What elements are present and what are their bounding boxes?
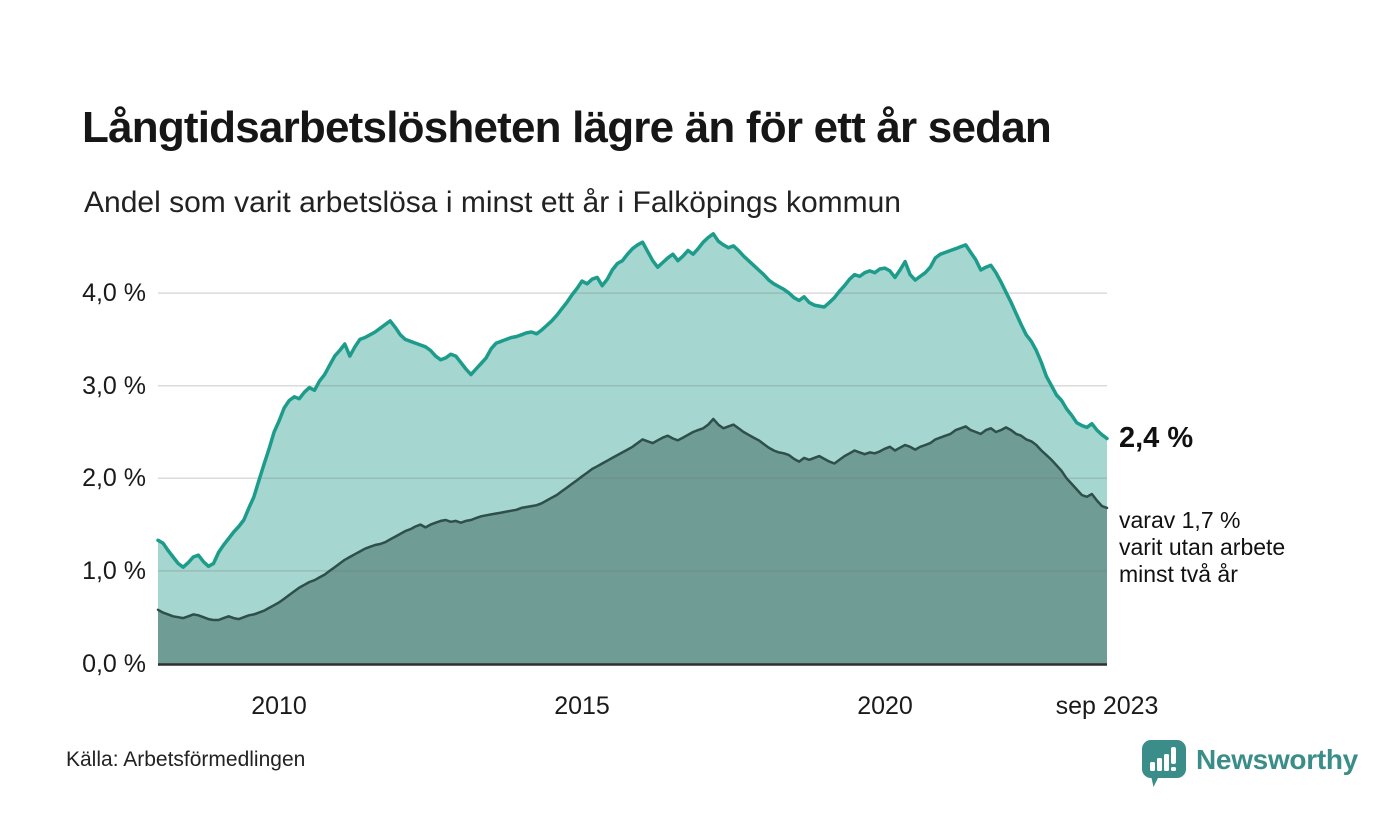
y-axis-tick-label: 3,0 % [82, 371, 146, 400]
area-two-years-fill [158, 419, 1107, 664]
brand-name: Newsworthy [1196, 744, 1358, 775]
source-credit: Källa: Arbetsförmedlingen [66, 748, 306, 771]
brand-logo: Newsworthy [1141, 739, 1358, 787]
annotation-two-years: varav 1,7 % varit utan arbete minst två … [1119, 507, 1286, 587]
newsworthy-icon [1142, 740, 1186, 787]
chart-subtitle: Andel som varit arbetslösa i minst ett å… [84, 186, 901, 219]
y-axis-tick-label: 0,0 % [82, 649, 146, 678]
x-axis-tick-label: sep 2023 [1055, 692, 1159, 720]
y-axis-tick-label: 4,0 % [82, 279, 146, 308]
chart-area-fills [158, 233, 1107, 664]
x-axis-tick-label: 2010 [251, 692, 307, 720]
x-axis-tick-label: 2020 [857, 692, 913, 720]
annotation-latest-total: 2,4 % [1119, 422, 1194, 454]
page-title: Långtidsarbetslösheten lägre än för ett … [82, 103, 1052, 153]
line-total [156, 232, 1109, 569]
y-axis-tick-label: 1,0 % [82, 556, 146, 585]
line-two-years [156, 417, 1109, 622]
x-axis-tick-label: 2015 [554, 692, 610, 720]
y-axis-tick-label: 2,0 % [82, 464, 146, 493]
